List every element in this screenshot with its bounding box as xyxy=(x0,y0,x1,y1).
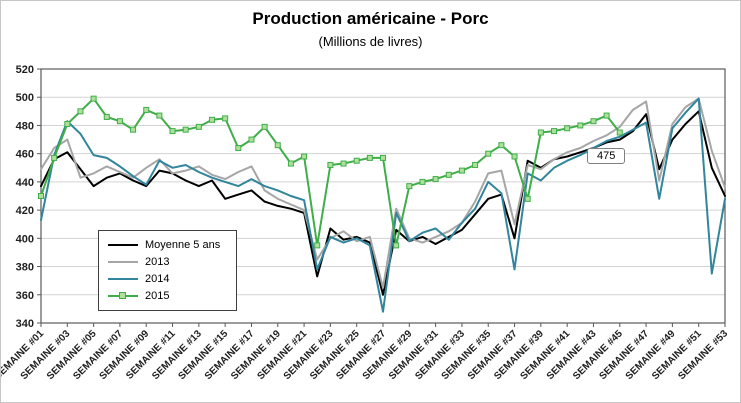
legend-label-2013: 2013 xyxy=(145,256,170,268)
y-axis-label-380: 380 xyxy=(16,262,34,274)
chart-subtitle: (Millions de livres) xyxy=(318,34,423,49)
legend-label-2014: 2014 xyxy=(145,273,170,285)
legend-line-swatch-moyenne-5-ans xyxy=(108,244,138,246)
series-marker-2015 xyxy=(616,129,623,136)
chart-title: Production américaine - Porc xyxy=(252,9,489,28)
y-axis-label-480: 480 xyxy=(16,120,34,132)
series-marker-2015 xyxy=(274,142,281,149)
legend-line-swatch-2014 xyxy=(108,278,138,280)
series-marker-2015 xyxy=(485,150,492,157)
series-marker-2015 xyxy=(564,125,571,132)
series-marker-2015 xyxy=(90,95,97,102)
legend-line-swatch-2015 xyxy=(108,292,138,299)
series-marker-2015 xyxy=(235,145,242,152)
series-marker-2015 xyxy=(287,160,294,167)
series-marker-2015 xyxy=(524,195,531,202)
y-axis-label-500: 500 xyxy=(16,92,34,104)
legend-square-marker-2015 xyxy=(119,292,126,299)
series-marker-2015 xyxy=(77,108,84,115)
y-axis-label-440: 440 xyxy=(16,177,34,189)
series-marker-2015 xyxy=(419,178,426,185)
series-marker-2015 xyxy=(156,112,163,119)
series-marker-2015 xyxy=(248,136,255,143)
series-line-moyenne-5-ans xyxy=(40,110,726,296)
series-marker-2015 xyxy=(511,153,518,160)
series-marker-2015 xyxy=(432,176,439,183)
series-line-2013 xyxy=(40,97,726,289)
series-marker-2015 xyxy=(301,153,308,160)
series-marker-2015 xyxy=(103,113,110,120)
series-marker-2015 xyxy=(551,128,557,135)
series-marker-2015 xyxy=(261,123,268,130)
y-axis-label-520: 520 xyxy=(16,64,34,76)
series-marker-2015 xyxy=(209,116,215,123)
series-marker-2015 xyxy=(38,193,44,199)
series-marker-2015 xyxy=(116,118,123,125)
series-marker-2015 xyxy=(458,167,465,174)
series-marker-2015 xyxy=(577,122,584,129)
series-marker-2015 xyxy=(590,118,597,125)
legend-item-2015: 2015 xyxy=(108,289,220,303)
series-marker-2015 xyxy=(169,128,176,135)
legend-label-moyenne-5-ans: Moyenne 5 ans xyxy=(145,239,221,251)
series-marker-2015 xyxy=(393,242,400,249)
series-marker-2015 xyxy=(353,157,360,164)
series-marker-2015 xyxy=(143,106,150,113)
series-marker-2015 xyxy=(498,142,505,149)
series-line-2014 xyxy=(40,97,726,313)
legend-label-2015: 2015 xyxy=(145,290,170,302)
y-axis-label-360: 360 xyxy=(16,290,34,302)
y-axis-label-400: 400 xyxy=(16,233,34,245)
legend: Moyenne 5 ans 2013 2014 2015 xyxy=(98,230,238,311)
series-marker-2015 xyxy=(603,112,610,119)
series-marker-2015 xyxy=(195,123,202,130)
y-axis-label-340: 340 xyxy=(16,318,34,330)
series-marker-2015 xyxy=(130,126,137,133)
series-marker-2015 xyxy=(222,115,229,122)
y-axis-label-460: 460 xyxy=(16,149,34,161)
series-marker-2015 xyxy=(472,161,479,168)
series-marker-2015 xyxy=(51,154,58,161)
legend-line-swatch-2013 xyxy=(108,261,138,263)
series-marker-2015 xyxy=(380,154,386,161)
y-axis-label-420: 420 xyxy=(16,205,34,217)
series-marker-2015 xyxy=(64,121,71,128)
data-label-annotation: 475 xyxy=(587,148,626,164)
series-marker-2015 xyxy=(182,126,189,133)
series-marker-2015 xyxy=(340,160,347,167)
legend-item-2014: 2014 xyxy=(108,272,220,286)
legend-item-moyenne-5-ans: Moyenne 5 ans xyxy=(108,238,220,252)
legend-item-2013: 2013 xyxy=(108,255,220,269)
series-marker-2015 xyxy=(366,154,373,161)
series-marker-2015 xyxy=(445,171,452,178)
series-marker-2015 xyxy=(406,183,413,190)
series-marker-2015 xyxy=(327,161,334,168)
series-marker-2015 xyxy=(314,242,321,249)
series-marker-2015 xyxy=(537,129,544,136)
